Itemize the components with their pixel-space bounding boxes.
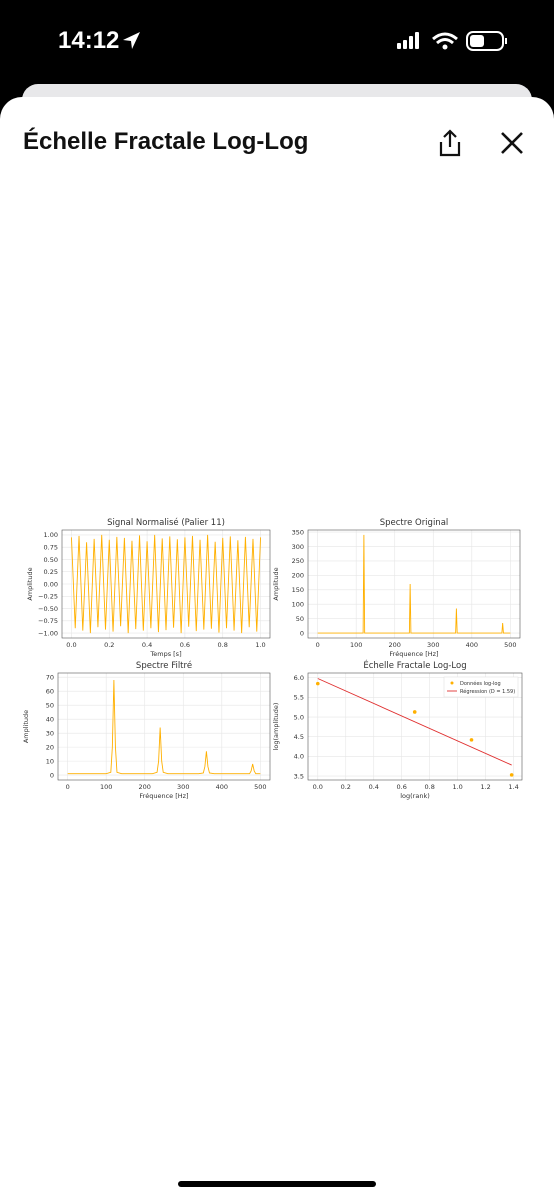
x-tick-label: 200 [389,641,401,649]
location-icon [123,32,140,49]
x-axis-label: Temps [s] [149,650,181,658]
x-tick-label: 0 [316,641,320,649]
x-tick-label: 0.0 [313,783,323,791]
x-axis-label: log(rank) [400,792,430,800]
signal-line [317,534,511,634]
y-tick-label: 50 [296,615,304,623]
y-tick-label: 150 [292,586,304,594]
y-tick-label: 30 [46,729,54,737]
modal-sheet [0,97,554,1200]
x-tick-label: 200 [139,783,151,791]
y-tick-label: 100 [292,601,304,609]
y-tick-label: −0.75 [38,617,58,625]
y-tick-label: 250 [292,557,304,565]
sheet-title: Échelle Fractale Log-Log [23,128,309,155]
y-tick-label: 60 [46,687,54,695]
y-tick-label: 70 [46,673,54,681]
y-tick-label: 5.5 [294,694,304,702]
x-tick-label: 0.0 [66,641,76,649]
x-tick-label: 300 [177,783,189,791]
x-tick-label: 1.2 [480,783,490,791]
legend-swatch [450,681,454,685]
x-tick-label: 0.4 [369,783,379,791]
y-tick-label: 4.0 [294,753,304,761]
x-axis-label: Fréquence [Hz] [389,650,438,658]
y-tick-label: 10 [46,757,54,765]
y-tick-label: 50 [46,701,54,709]
share-button[interactable] [436,128,464,158]
y-tick-label: 0.00 [44,580,58,588]
x-tick-label: 1.0 [255,641,265,649]
y-tick-label: 200 [292,572,304,580]
x-tick-label: 0.6 [180,641,190,649]
status-icons [397,31,507,51]
signal-line [67,679,261,775]
x-tick-label: 1.4 [508,783,518,791]
legend-label: Régression (D = 1.59) [460,688,515,695]
y-axis-label: Amplitude [272,567,280,600]
x-tick-label: 100 [350,641,362,649]
data-point [469,738,474,742]
x-tick-label: 500 [254,783,266,791]
y-tick-label: −1.00 [38,629,58,637]
y-tick-label: 40 [46,715,54,723]
status-time: 14:12 [58,27,120,54]
y-axis-label: Amplitude [26,567,34,600]
x-tick-label: 300 [427,641,439,649]
y-tick-label: 300 [292,543,304,551]
x-tick-label: 0.4 [142,641,152,649]
y-tick-label: 0 [300,629,304,637]
chart-title: Spectre Filtré [136,660,192,671]
x-axis-label: Fréquence [Hz] [139,792,188,800]
y-axis-label: Amplitude [22,710,30,743]
x-tick-label: 0.6 [397,783,407,791]
chart-title: Spectre Original [380,518,449,528]
plot-frame [61,529,271,639]
x-tick-label: 100 [100,783,112,791]
chart-image: Signal Normalisé (Palier 11) Temps [s] Amp… [22,517,523,800]
close-button[interactable] [499,130,525,156]
x-tick-label: 1.0 [452,783,462,791]
x-tick-label: 400 [216,783,228,791]
chart-title: Signal Normalisé (Palier 11) [107,517,225,528]
legend-label: Données log-log [460,680,501,687]
y-tick-label: 0 [50,771,54,779]
plot-frame [57,672,271,781]
x-tick-label: 0.2 [341,783,351,791]
x-tick-label: 400 [466,641,478,649]
x-tick-label: 0 [66,783,70,791]
y-tick-label: 1.00 [44,531,58,539]
x-tick-label: 0.8 [425,783,435,791]
data-point [412,710,417,714]
y-tick-label: 0.25 [44,568,58,576]
y-axis-label: log(amplitude) [272,703,280,751]
y-tick-label: −0.25 [38,593,58,601]
legend-box [443,676,519,698]
home-indicator [178,1181,376,1187]
signal-line [71,534,261,634]
y-tick-label: −0.50 [38,605,58,613]
x-tick-label: 0.2 [104,641,114,649]
x-tick-label: 0.8 [218,641,228,649]
plot-frame [307,529,521,639]
y-tick-label: 20 [46,743,54,751]
y-tick-label: 0.75 [44,543,58,551]
regression-line [317,678,512,766]
y-tick-label: 4.5 [294,733,304,741]
x-tick-label: 500 [504,641,516,649]
y-tick-label: 5.0 [294,713,304,721]
data-point [315,681,320,686]
y-tick-label: 350 [292,528,304,536]
data-point [509,773,514,777]
y-tick-label: 3.5 [294,772,304,780]
chart-title: Échelle Fractale Log-Log [363,659,466,671]
y-tick-label: 6.0 [294,674,304,682]
plot-frame [307,672,523,781]
y-tick-label: 0.50 [44,556,58,564]
